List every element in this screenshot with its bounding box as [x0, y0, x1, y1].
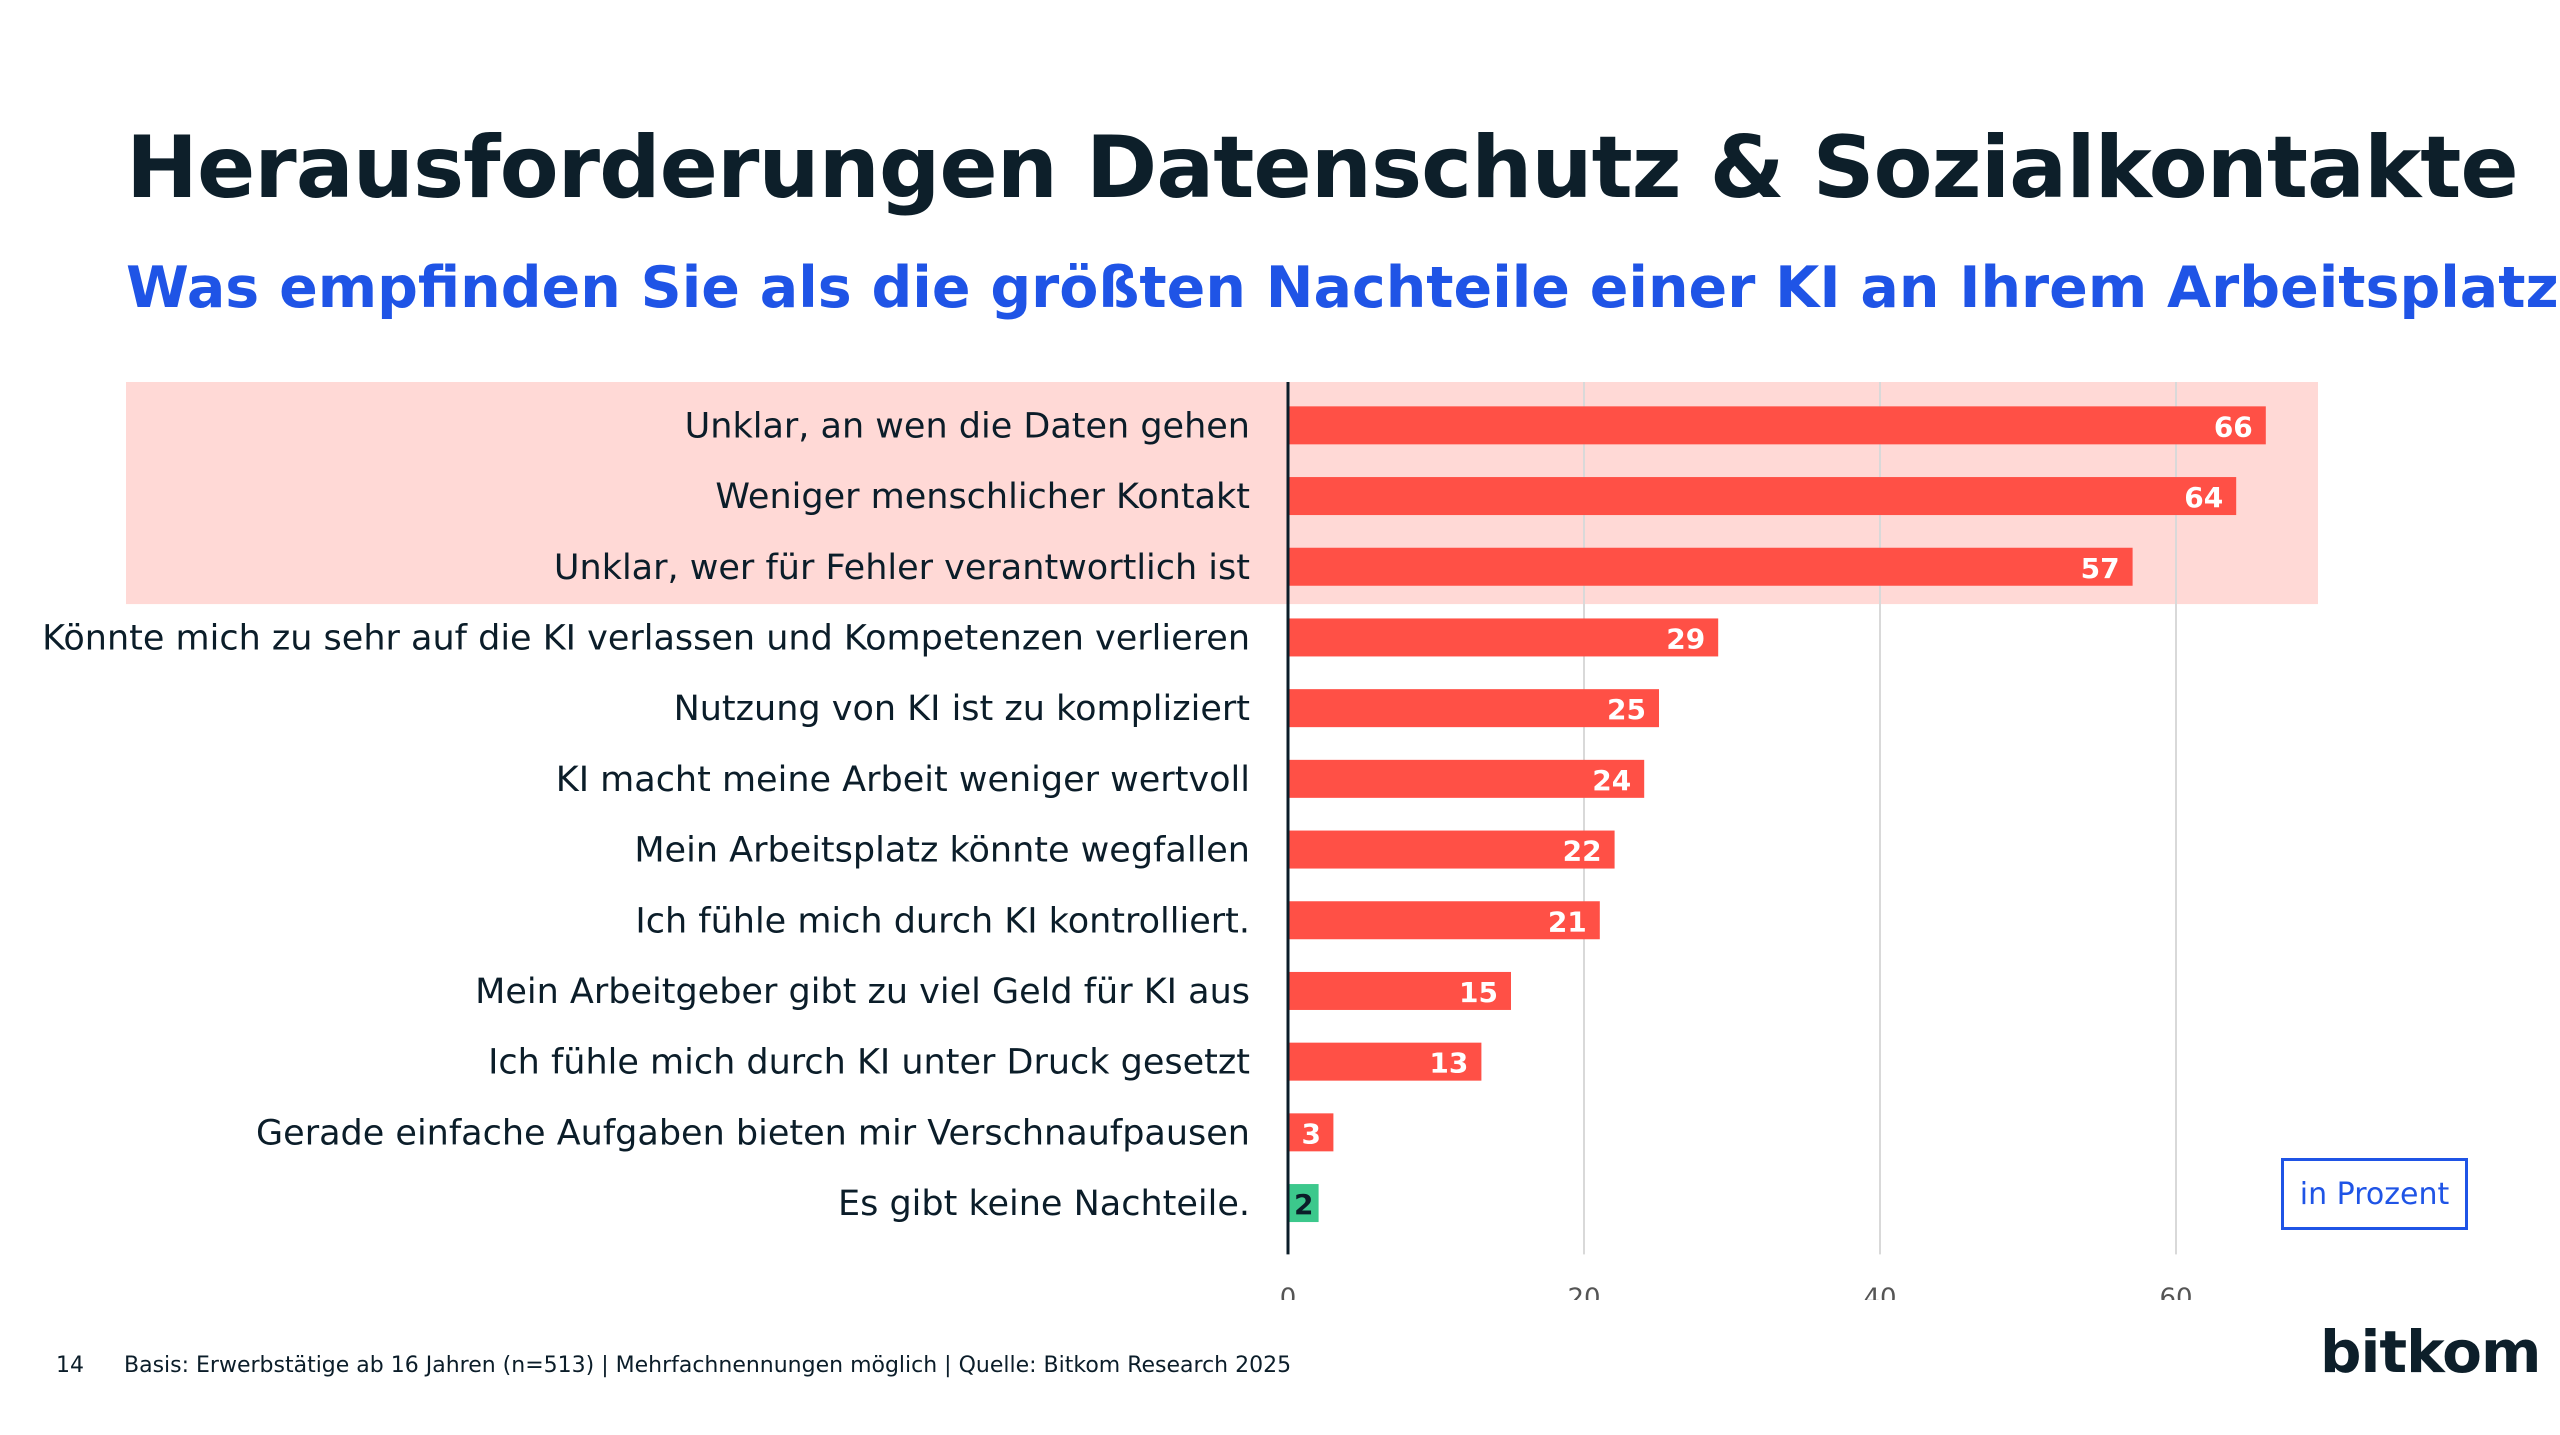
value-label: 22: [1563, 835, 1602, 868]
category-label: Ich fühle mich durch KI kontrolliert.: [635, 901, 1250, 941]
bar: [1289, 1042, 1482, 1081]
value-label: 15: [1459, 976, 1498, 1009]
value-label: 21: [1548, 905, 1587, 938]
bar: [1289, 1113, 1334, 1152]
value-label: 29: [1666, 622, 1705, 655]
category-label: Unklar, an wen die Daten gehen: [685, 406, 1250, 446]
value-label: 25: [1607, 693, 1646, 726]
value-label: 13: [1429, 1047, 1468, 1080]
bar: [1289, 901, 1600, 940]
bar: [1289, 618, 1719, 657]
bar: [1289, 547, 2133, 586]
category-label: Gerade einfache Aufgaben bieten mir Vers…: [256, 1113, 1250, 1153]
bar: [1289, 477, 2237, 516]
bar: [1289, 689, 1659, 728]
category-label: Weniger menschlicher Kontakt: [715, 477, 1250, 517]
bar: [1289, 1184, 1319, 1223]
bitkom-logo: bitkom: [2320, 1318, 2541, 1386]
value-label: 57: [2081, 552, 2120, 585]
page-number: 14: [56, 1353, 84, 1378]
chart-subtitle: Was empfinden Sie als die größten Nachte…: [126, 255, 2560, 321]
x-tick-label: 40: [1863, 1283, 1896, 1300]
category-label: Es gibt keine Nachteile.: [838, 1184, 1250, 1224]
value-label: 64: [2184, 481, 2223, 514]
category-label: Nutzung von KI ist zu kompliziert: [674, 689, 1250, 729]
source-footnote: Basis: Erwerbstätige ab 16 Jahren (n=513…: [124, 1353, 1292, 1378]
value-label: 66: [2214, 410, 2253, 443]
bar: [1289, 971, 1511, 1010]
unit-label: in Prozent: [2281, 1158, 2468, 1230]
category-label: Mein Arbeitgeber gibt zu viel Geld für K…: [475, 972, 1250, 1012]
bar: [1289, 406, 2266, 445]
logo-mark: bitkom: [2320, 1318, 2541, 1386]
category-label: KI macht meine Arbeit weniger wertvoll: [556, 760, 1250, 800]
value-label: 2: [1294, 1188, 1313, 1221]
bar: [1289, 830, 1615, 869]
x-tick-label: 60: [2159, 1283, 2192, 1300]
x-tick-label: 20: [1567, 1283, 1600, 1300]
category-label: Ich fühle mich durch KI unter Druck gese…: [488, 1043, 1250, 1083]
chart-title: Herausforderungen Datenschutz & Sozialko…: [126, 118, 2519, 218]
category-label: Könnte mich zu sehr auf die KI verlassen…: [42, 618, 1250, 658]
category-label: Mein Arbeitsplatz könnte wegfallen: [634, 831, 1250, 871]
category-label: Unklar, wer für Fehler verantwortlich is…: [554, 548, 1250, 588]
value-label: 24: [1592, 764, 1631, 797]
x-tick-label: 0: [1280, 1283, 1297, 1300]
bar-chart: Unklar, an wen die Daten gehen 66 Weniger …: [42, 382, 2318, 1300]
value-label: 3: [1301, 1117, 1320, 1150]
bar: [1289, 759, 1645, 798]
